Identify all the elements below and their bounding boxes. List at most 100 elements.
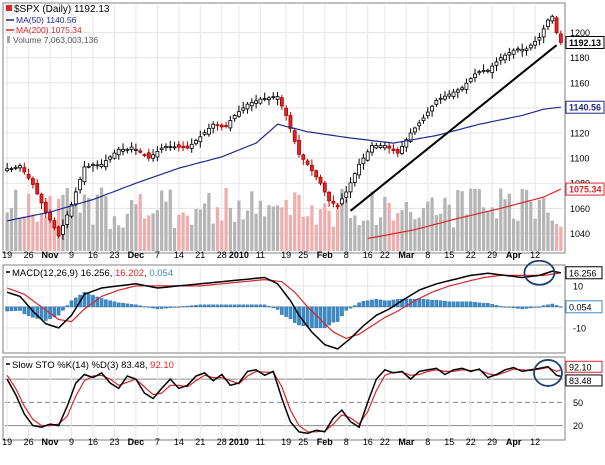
volume-bar <box>172 227 177 251</box>
volume-bar <box>516 220 520 251</box>
sto-x-label: 15 <box>444 437 454 447</box>
macd-histogram-bar <box>254 304 258 308</box>
candle-body <box>95 164 100 167</box>
macd-histogram-bar <box>404 298 409 308</box>
volume-bar <box>297 194 301 251</box>
macd-histogram-bar <box>172 306 177 308</box>
candle-body <box>421 117 426 121</box>
candle-body <box>61 225 65 235</box>
candle-body <box>30 178 35 185</box>
volume-bar <box>35 221 39 251</box>
candle-body <box>164 145 168 149</box>
sto-x-label: 19 <box>2 437 12 447</box>
volume-bar <box>331 226 335 251</box>
candle-body <box>537 37 542 41</box>
price-tick-label: 1040 <box>570 229 590 239</box>
candle-body <box>524 48 529 51</box>
candle-body <box>528 44 533 49</box>
candle-body <box>112 152 117 159</box>
volume-bar <box>323 203 327 251</box>
candle-body <box>241 107 246 111</box>
volume-bar <box>434 214 439 251</box>
macd-histogram-bar <box>202 304 207 308</box>
candle-body <box>138 150 143 153</box>
volume-bar <box>533 218 537 251</box>
candle-body <box>378 145 383 148</box>
macd-histogram-bar <box>387 300 391 308</box>
price-x-label: 15 <box>444 250 454 260</box>
candle-body <box>82 166 87 183</box>
volume-bar <box>481 207 486 251</box>
candle-body <box>473 73 477 79</box>
sto-x-label: 26 <box>24 437 34 447</box>
macd-histogram-bar <box>340 306 344 317</box>
price-tick-label: 1180 <box>570 53 589 63</box>
macd-histogram-bar <box>318 306 323 329</box>
volume-bar <box>220 220 224 251</box>
candle-body <box>485 69 490 72</box>
candle-body <box>417 122 422 127</box>
candle-body <box>26 173 31 179</box>
candle-body <box>434 99 439 105</box>
sto-x-label: 19 <box>281 437 291 447</box>
volume-bar <box>31 214 35 251</box>
ma50-legend-label: MA(50) 1140.56 <box>16 15 77 25</box>
volume-bar <box>387 202 391 251</box>
volume-bar <box>69 214 74 251</box>
macd-panel-frame <box>2 264 566 354</box>
sto-x-label: 16 <box>88 437 98 447</box>
macd-histogram-bar <box>383 300 387 308</box>
sto-highlight-circle <box>533 359 563 387</box>
price-x-label: 8 <box>425 250 430 260</box>
volume-bar <box>391 220 396 251</box>
price-marker-box <box>565 100 605 114</box>
candle-body <box>408 132 413 142</box>
candle-body <box>546 19 550 28</box>
macd-marker-box <box>565 300 603 314</box>
volume-bar <box>353 215 357 251</box>
price-x-label: 19 <box>2 250 12 260</box>
macd-signal-line <box>6 272 561 340</box>
macd-histogram-bar <box>262 304 267 308</box>
candle-body <box>348 182 353 193</box>
macd-histogram-bar <box>335 306 340 322</box>
candle-body <box>271 96 276 99</box>
volume-bar <box>117 225 121 251</box>
candle-body <box>86 165 91 168</box>
macd-legend-label: MACD(12,26,9) 16.256, 16.202, 0.054 <box>12 268 173 279</box>
candle-body <box>194 140 198 145</box>
volume-bar <box>344 199 348 251</box>
candle-body <box>490 65 495 73</box>
price-x-label: 9 <box>69 250 74 260</box>
candle-body <box>206 128 211 135</box>
volume-bar <box>202 203 207 251</box>
volume-bar <box>237 200 241 251</box>
macd-histogram-bar <box>378 299 383 308</box>
candle-body <box>176 144 181 148</box>
macd-histogram-bar <box>554 305 559 308</box>
volume-bar <box>26 193 31 251</box>
macd-histogram-bar <box>104 299 108 308</box>
volume-bar <box>74 190 78 251</box>
candle-body <box>48 212 52 221</box>
volume-bar <box>529 201 533 251</box>
price-x-label: 19 <box>281 250 291 260</box>
candle-body <box>340 198 344 205</box>
macd-histogram-bar <box>43 306 48 321</box>
macd-histogram-bar <box>224 304 228 308</box>
sto-x-label: 29 <box>487 437 497 447</box>
macd-histogram-bar <box>468 301 473 308</box>
volume-bar <box>91 224 95 251</box>
volume-bar <box>250 191 254 251</box>
macd-histogram-bar <box>69 300 74 308</box>
price-x-label: 8 <box>344 250 349 260</box>
price-x-label: Mar <box>398 250 415 260</box>
volume-bar <box>417 217 421 251</box>
price-axis-ticks: 104010601080110011201140116011801200 <box>570 28 590 239</box>
volume-bar <box>99 187 104 251</box>
volume-bar <box>190 224 194 251</box>
volume-bar <box>181 212 185 251</box>
volume-bar <box>275 205 280 251</box>
volume-bar <box>48 195 52 251</box>
